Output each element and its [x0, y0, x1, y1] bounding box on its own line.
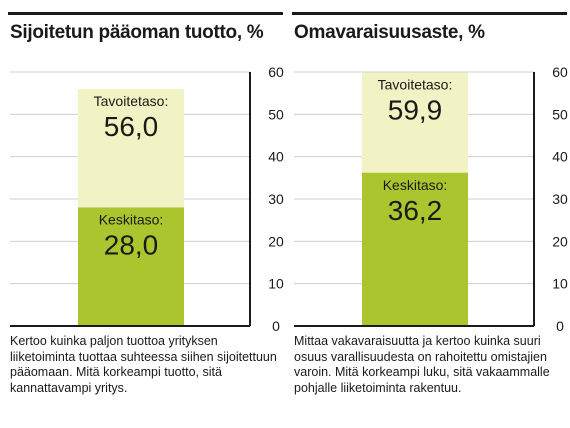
y-tick-label: 40: [268, 149, 284, 165]
panel-top-rule: [8, 12, 283, 15]
panel-top-rule: [292, 12, 567, 15]
bar-chart: 0 10 20 30 40 50 60 Tavoitetaso: 59,9 Keskitaso: 3…: [294, 64, 568, 334]
y-tick-label: 30: [552, 191, 568, 207]
panel-equity-ratio: Omavaraisuusaste, % 0 10 20 30 40 50 60 Tavoite…: [292, 0, 568, 428]
y-tick-label: 50: [552, 106, 568, 122]
y-tick-label: 60: [552, 64, 568, 80]
average-bar: [362, 172, 468, 326]
y-tick-label: 20: [268, 233, 284, 249]
y-tick-label: 50: [268, 106, 284, 122]
average-value-label: 36,2: [388, 195, 443, 226]
average-bar: [78, 207, 184, 326]
bar-chart: 0 10 20 30 40 50 60 Tavoitetaso: 56,0 Keskitaso: 2…: [10, 64, 284, 334]
average-series-label: Keskitaso:: [99, 211, 164, 227]
target-series-label: Tavoitetaso:: [94, 93, 169, 109]
y-tick-label: 10: [552, 276, 568, 292]
y-tick-label: 40: [552, 149, 568, 165]
target-value-label: 56,0: [104, 111, 159, 142]
chart-description: Kertoo kuinka paljon tuottoa yrityksen l…: [10, 334, 277, 395]
target-value-label: 59,9: [388, 94, 443, 125]
y-tick-label: 20: [552, 233, 568, 249]
average-series-label: Keskitaso:: [383, 177, 448, 193]
y-tick-label: 60: [268, 64, 284, 80]
y-tick-label: 0: [272, 318, 280, 334]
y-tick-label: 0: [556, 318, 564, 334]
chart-description: Mittaa vakavaraisuutta ja kertoo kuinka …: [294, 334, 550, 395]
y-tick-label: 30: [268, 191, 284, 207]
chart-title: Sijoitetun pääoman tuotto, %: [10, 22, 264, 43]
chart-title: Omavaraisuusaste, %: [294, 22, 485, 43]
target-series-label: Tavoitetaso:: [378, 76, 453, 92]
average-value-label: 28,0: [104, 229, 159, 260]
y-tick-label: 10: [268, 276, 284, 292]
panel-return-on-capital: Sijoitetun pääoman tuotto, % 0 10 20 30 40 50…: [8, 0, 284, 428]
